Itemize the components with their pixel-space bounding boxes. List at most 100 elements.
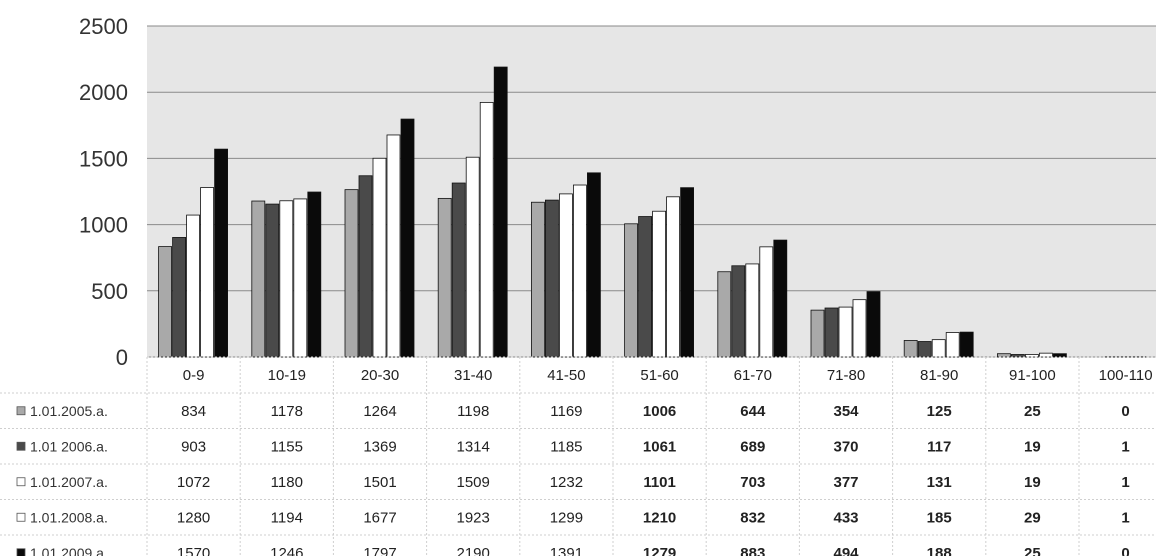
x-tick-label: 71-80	[827, 367, 865, 384]
table-cell: 25	[1024, 545, 1041, 556]
bar	[437, 197, 452, 358]
bar	[386, 134, 401, 358]
table-cell: 2190	[457, 545, 490, 556]
bar	[344, 189, 359, 358]
table-cell: 834	[181, 403, 206, 420]
table-cell: 883	[740, 545, 765, 556]
bar	[652, 210, 666, 358]
table-cell: 1314	[457, 438, 490, 455]
x-tick-label: 0-9	[183, 367, 205, 384]
table-cell: 1	[1121, 474, 1129, 491]
table-cell: 1246	[270, 545, 303, 556]
table-cell: 1369	[363, 438, 396, 455]
legend-label: 1.01.2009.a.	[30, 545, 108, 556]
table-cell: 433	[833, 509, 858, 526]
bar	[959, 331, 974, 358]
bar	[493, 66, 508, 358]
bar	[717, 271, 732, 358]
table-cell: 377	[833, 474, 858, 491]
bar	[479, 101, 494, 358]
bar	[279, 200, 294, 358]
bar	[680, 187, 694, 358]
y-tick-label: 1000	[79, 213, 128, 238]
table-cell: 1180	[271, 474, 303, 491]
bar	[158, 246, 173, 358]
bar	[866, 291, 881, 358]
table-cell: 1501	[363, 474, 396, 491]
table-cell: 832	[740, 509, 765, 526]
bar	[838, 306, 853, 358]
table-cell: 1280	[177, 509, 210, 526]
bar	[917, 341, 932, 358]
table-cell: 1185	[550, 438, 582, 455]
bar	[358, 175, 373, 358]
bar	[200, 187, 215, 358]
table-cell: 1	[1121, 509, 1129, 526]
bar	[559, 193, 573, 358]
y-tick-label: 0	[116, 345, 128, 370]
x-tick-label: 20-30	[361, 367, 399, 384]
table-cell: 19	[1024, 474, 1041, 491]
table-cell: 125	[927, 403, 952, 420]
bar	[307, 191, 322, 358]
y-tick-label: 2000	[79, 80, 128, 105]
table-cell: 1194	[271, 509, 303, 526]
table-cell: 131	[927, 474, 952, 491]
bar	[186, 214, 201, 358]
bar	[293, 198, 308, 358]
table-cell: 1299	[550, 509, 583, 526]
legend-label: 1.01.2007.a.	[30, 474, 108, 490]
table-cell: 1061	[643, 438, 676, 455]
bar	[545, 199, 559, 358]
bar	[573, 184, 587, 358]
table-cell: 1264	[363, 403, 396, 420]
x-tick-label: 10-19	[268, 367, 306, 384]
table-cell: 1155	[271, 438, 303, 455]
bar	[759, 246, 774, 358]
legend-key	[16, 441, 26, 451]
table-cell: 1006	[643, 403, 676, 420]
table-cell: 370	[833, 438, 858, 455]
bar	[810, 309, 825, 358]
bar	[666, 196, 680, 358]
bar	[214, 148, 229, 358]
table-cell: 689	[740, 438, 765, 455]
table-cell: 1101	[643, 474, 676, 491]
table-cell: 1232	[550, 474, 583, 491]
table-cell: 117	[927, 438, 951, 455]
table-cell: 1	[1121, 438, 1129, 455]
table-cell: 1279	[643, 545, 676, 556]
bar	[745, 263, 760, 358]
legend-key	[16, 548, 26, 556]
bar	[251, 200, 266, 358]
y-tick-label: 2500	[79, 14, 128, 39]
bar	[265, 203, 280, 358]
bar	[531, 201, 545, 358]
legend-label: 1.01.2008.a.	[30, 509, 108, 525]
bar	[624, 223, 638, 358]
bar	[1011, 354, 1025, 358]
x-tick-label: 81-90	[920, 367, 958, 384]
table-cell: 903	[181, 438, 206, 455]
x-tick-label: 41-50	[547, 367, 585, 384]
legend-label: 1.01.2005.a.	[30, 403, 108, 419]
bar	[400, 118, 415, 358]
legend-key	[16, 406, 26, 416]
table-cell: 1797	[363, 545, 396, 556]
table-cell: 1198	[457, 403, 489, 420]
bar	[372, 157, 387, 358]
x-tick-label: 100-110	[1099, 367, 1153, 384]
bar	[903, 340, 918, 358]
x-tick-label: 91-100	[1009, 367, 1056, 384]
bar	[638, 216, 652, 358]
x-tick-label: 31-40	[454, 367, 492, 384]
bar	[1039, 352, 1053, 358]
table-cell: 1923	[457, 509, 490, 526]
bar	[587, 172, 601, 358]
bar	[945, 332, 960, 358]
table-cell: 188	[927, 545, 952, 556]
bar	[852, 299, 867, 358]
bar	[465, 156, 480, 358]
x-tick-label: 61-70	[734, 367, 772, 384]
table-cell: 29	[1024, 509, 1041, 526]
